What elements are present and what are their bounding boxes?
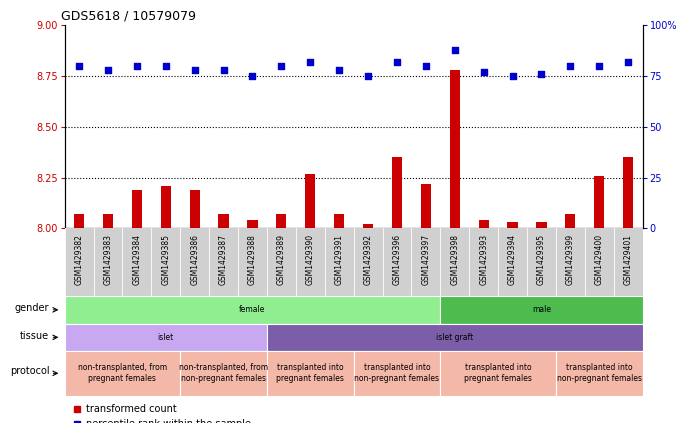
Text: GSM1429385: GSM1429385 — [161, 234, 170, 285]
Text: tissue: tissue — [20, 331, 50, 341]
Point — [507, 73, 518, 80]
Text: GSM1429394: GSM1429394 — [508, 234, 517, 285]
Point — [449, 47, 460, 53]
Text: transplanted into
pregnant females: transplanted into pregnant females — [464, 363, 532, 383]
Text: GSM1429401: GSM1429401 — [624, 234, 632, 285]
Text: islet graft: islet graft — [436, 333, 473, 342]
Bar — [103, 214, 113, 228]
Point — [160, 63, 171, 69]
Point — [276, 63, 287, 69]
Text: GSM1429396: GSM1429396 — [392, 234, 401, 285]
Point — [218, 67, 229, 74]
Text: gender: gender — [15, 303, 50, 313]
Bar — [65, 324, 267, 351]
Text: male: male — [532, 305, 551, 314]
Text: GSM1429383: GSM1429383 — [103, 234, 112, 285]
Text: transplanted into
non-pregnant females: transplanted into non-pregnant females — [354, 363, 439, 383]
Bar — [267, 324, 643, 351]
Bar — [507, 222, 517, 228]
Text: female: female — [239, 305, 266, 314]
Text: non-transplanted, from
non-pregnant females: non-transplanted, from non-pregnant fema… — [179, 363, 268, 383]
Bar — [479, 220, 489, 228]
Bar — [160, 186, 171, 228]
Bar — [248, 220, 258, 228]
Point — [478, 69, 489, 75]
Point — [420, 63, 431, 69]
Text: GSM1429386: GSM1429386 — [190, 234, 199, 285]
Text: GSM1429397: GSM1429397 — [422, 234, 430, 285]
Bar — [363, 224, 373, 228]
Text: GSM1429395: GSM1429395 — [537, 234, 546, 285]
Bar — [354, 351, 441, 396]
Bar — [421, 184, 431, 228]
Text: GSM1429382: GSM1429382 — [75, 234, 84, 285]
Bar — [556, 351, 643, 396]
Text: GSM1429389: GSM1429389 — [277, 234, 286, 285]
Bar — [305, 173, 316, 228]
Bar — [441, 351, 556, 396]
Text: GSM1429384: GSM1429384 — [133, 234, 141, 285]
Point — [334, 67, 345, 74]
Text: islet: islet — [158, 333, 174, 342]
Point — [305, 58, 316, 65]
Text: GSM1429398: GSM1429398 — [450, 234, 459, 285]
Point — [73, 63, 84, 69]
Point — [565, 63, 576, 69]
Text: transplanted into
non-pregnant females: transplanted into non-pregnant females — [557, 363, 642, 383]
Point — [392, 58, 403, 65]
Text: transplanted into
pregnant females: transplanted into pregnant females — [276, 363, 344, 383]
Bar — [74, 214, 84, 228]
Bar — [334, 214, 344, 228]
Point — [103, 67, 114, 74]
Text: GSM1429391: GSM1429391 — [335, 234, 343, 285]
Text: GSM1429399: GSM1429399 — [566, 234, 575, 285]
Bar — [623, 157, 633, 228]
Bar — [190, 190, 200, 228]
Point — [594, 63, 605, 69]
Text: GSM1429400: GSM1429400 — [595, 234, 604, 285]
Point — [623, 58, 634, 65]
Bar — [132, 190, 142, 228]
Text: GSM1429390: GSM1429390 — [306, 234, 315, 285]
Point — [247, 73, 258, 80]
Point — [362, 73, 373, 80]
Bar — [276, 214, 286, 228]
Bar — [449, 70, 460, 228]
Bar — [65, 296, 441, 324]
Bar — [565, 214, 575, 228]
Bar — [65, 351, 180, 396]
Point — [131, 63, 142, 69]
Legend: transformed count, percentile rank within the sample: transformed count, percentile rank withi… — [69, 400, 255, 423]
Text: protocol: protocol — [10, 366, 50, 376]
Text: non-transplanted, from
pregnant females: non-transplanted, from pregnant females — [78, 363, 167, 383]
Text: GSM1429388: GSM1429388 — [248, 234, 257, 285]
Text: GSM1429393: GSM1429393 — [479, 234, 488, 285]
Bar — [594, 176, 605, 228]
Text: GDS5618 / 10579079: GDS5618 / 10579079 — [61, 10, 197, 23]
Point — [189, 67, 200, 74]
Bar — [537, 222, 547, 228]
Bar — [392, 157, 402, 228]
Bar — [267, 351, 354, 396]
Point — [536, 71, 547, 77]
Bar — [441, 296, 643, 324]
Bar — [180, 351, 267, 396]
Text: GSM1429387: GSM1429387 — [219, 234, 228, 285]
Text: GSM1429392: GSM1429392 — [364, 234, 373, 285]
Bar — [218, 214, 228, 228]
